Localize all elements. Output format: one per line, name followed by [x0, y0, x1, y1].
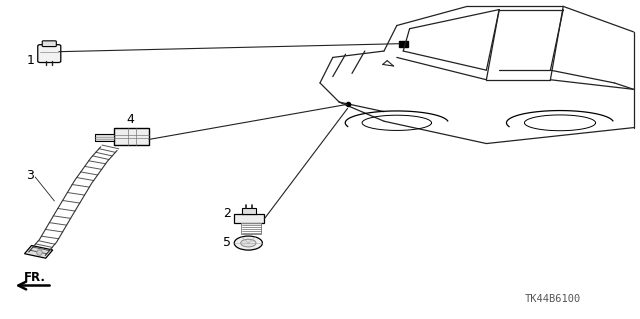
Text: TK44B6100: TK44B6100 — [525, 294, 581, 304]
Bar — [241, 223, 261, 234]
Circle shape — [241, 239, 256, 247]
Bar — [95, 134, 114, 141]
Circle shape — [234, 236, 262, 250]
Text: 5: 5 — [223, 236, 230, 249]
Text: 3: 3 — [26, 169, 33, 182]
Text: 2: 2 — [223, 207, 230, 220]
Bar — [114, 128, 149, 145]
Text: 1: 1 — [27, 55, 35, 67]
Text: FR.: FR. — [24, 271, 46, 284]
Bar — [242, 208, 256, 214]
Bar — [399, 41, 408, 47]
FancyBboxPatch shape — [42, 41, 56, 47]
Bar — [234, 214, 264, 223]
Text: 4: 4 — [127, 114, 134, 126]
Polygon shape — [24, 246, 52, 258]
FancyBboxPatch shape — [38, 45, 61, 63]
